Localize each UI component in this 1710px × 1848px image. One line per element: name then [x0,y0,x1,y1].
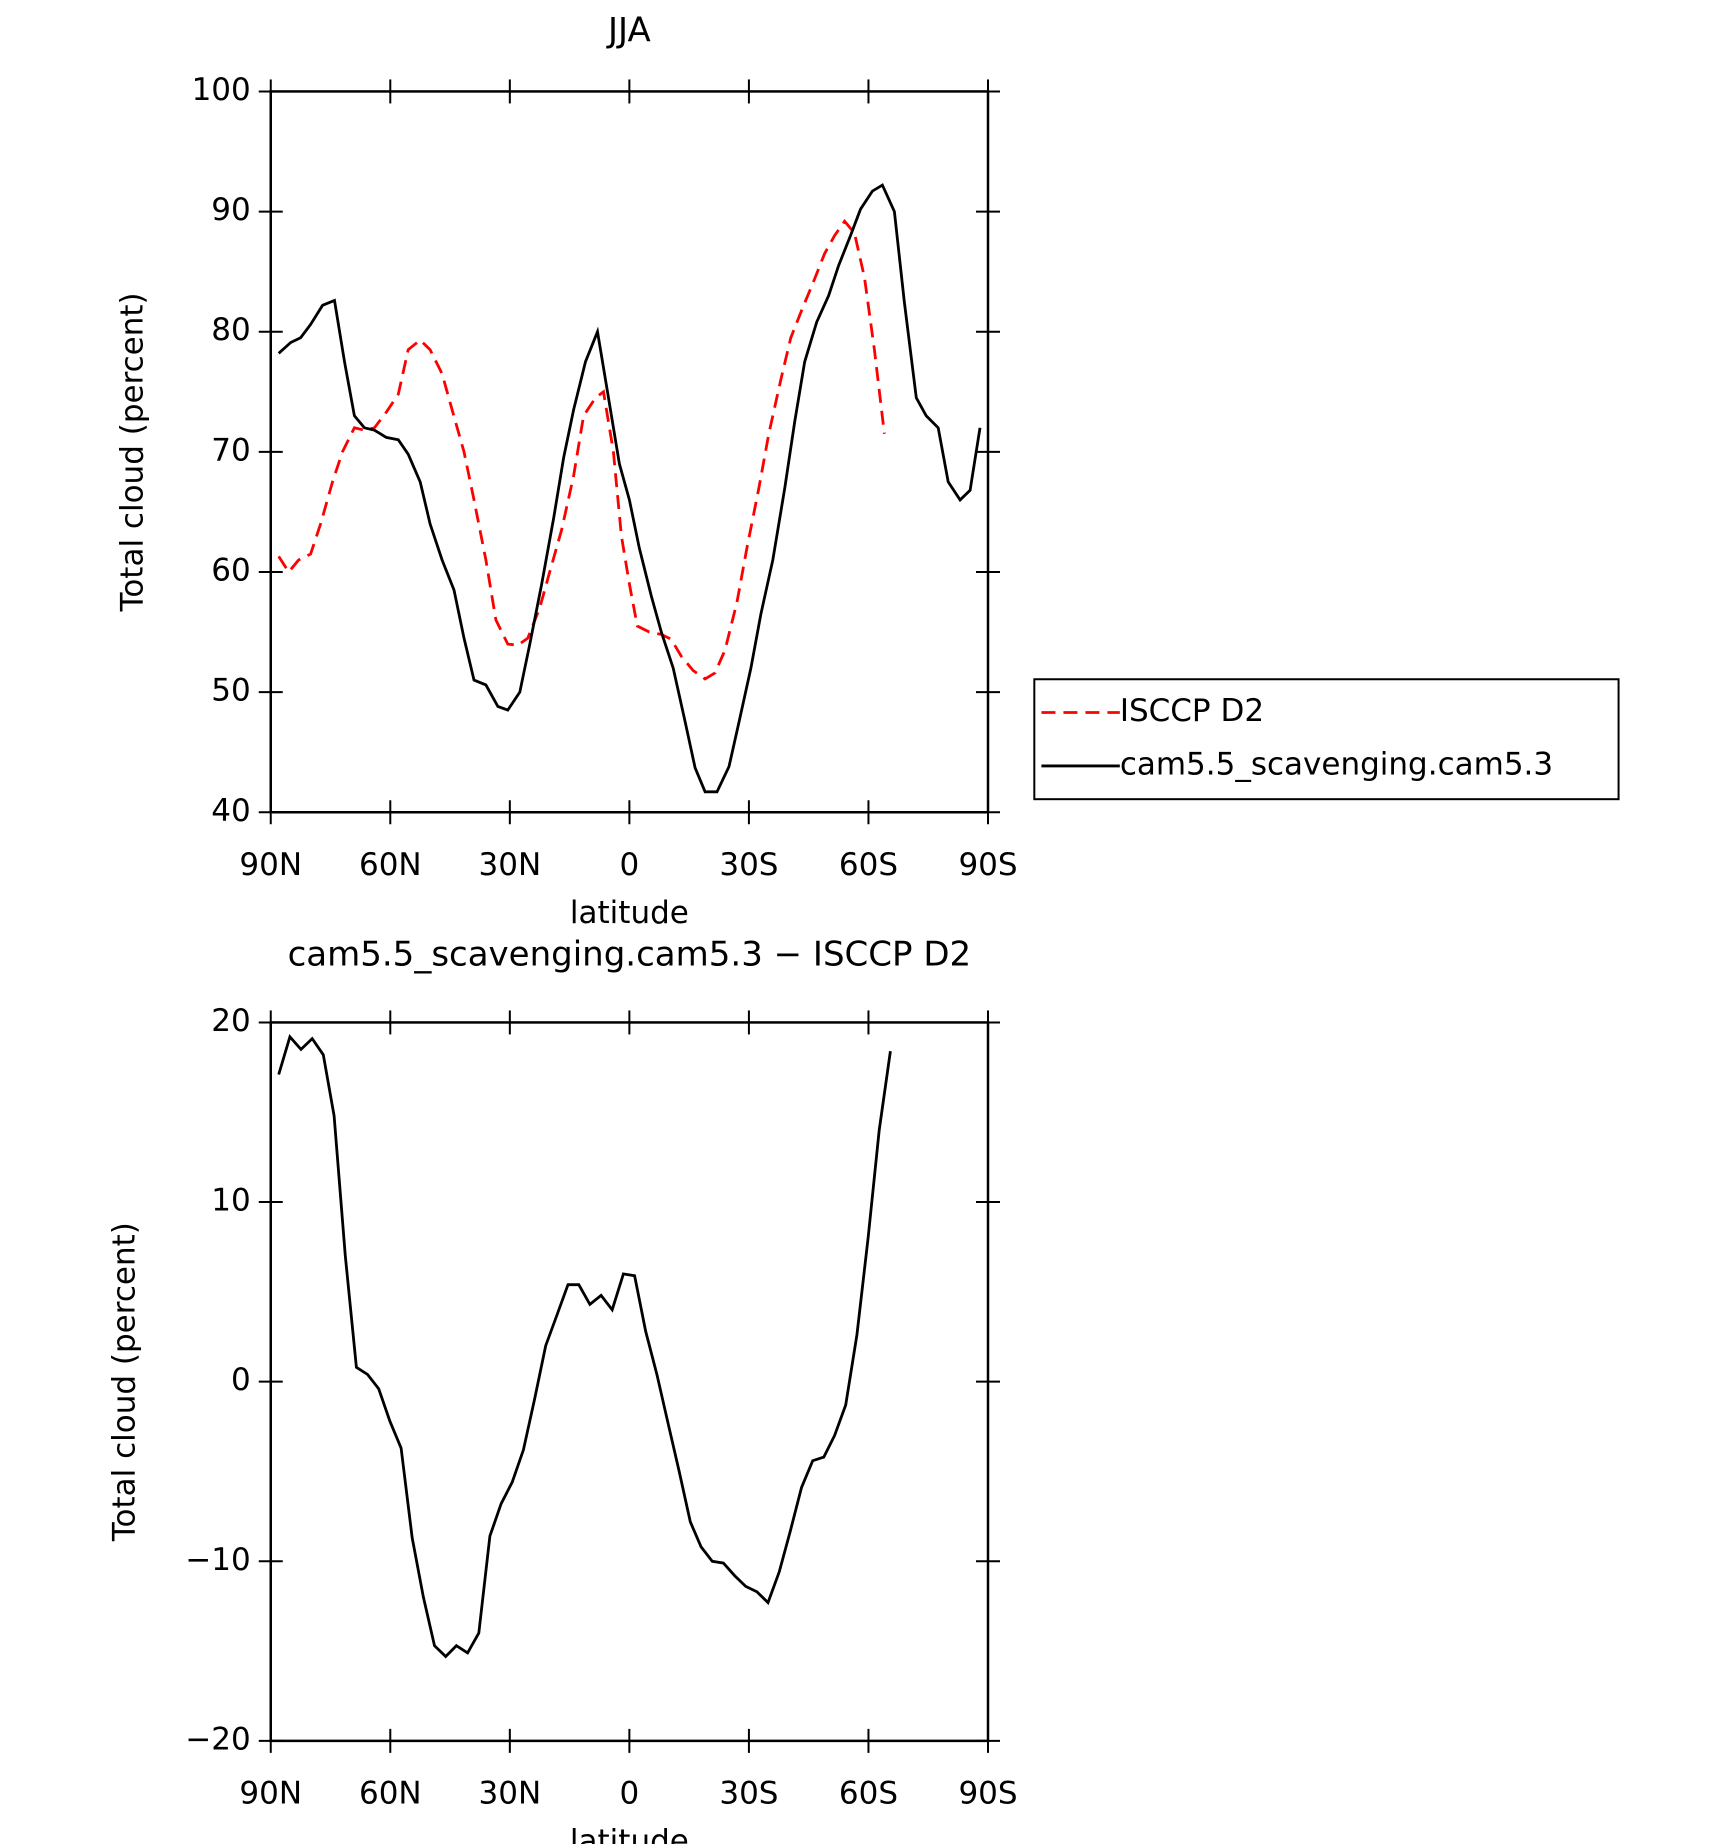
data-line [277,1033,892,1659]
chart-title: cam5.5_scavenging.cam5.3 − ISCCP D2 [288,934,972,974]
x-tick-label: 90N [239,1775,302,1811]
x-tick-label: 30N [479,1775,542,1811]
y-tick-label: 60 [211,552,250,588]
x-tick-label: 30S [719,1775,778,1811]
y-tick-label: 0 [231,1362,251,1398]
x-tick-label: 0 [620,847,640,883]
x-axis-label: latitude [570,1824,689,1845]
x-tick-label: 60N [359,1775,422,1811]
y-tick-label: 20 [211,1003,250,1039]
y-tick-label: 80 [211,312,250,348]
y-tick-label: 90 [211,192,250,228]
y-tick-label: 50 [211,673,250,709]
legend-box [1033,678,1620,801]
legend-label: cam5.5_scavenging.cam5.3 [1120,746,1553,782]
y-tick-label: 40 [211,793,250,829]
y-tick-label: 70 [211,432,250,468]
data-line [277,183,982,794]
x-tick-label: 0 [620,1775,640,1811]
y-tick-label: −20 [185,1721,250,1757]
x-axis-label: latitude [570,895,689,931]
y-axis-label: Total cloud (percent) [115,292,151,612]
x-tick-label: 60N [359,847,422,883]
x-tick-label: 60S [839,1775,898,1811]
plot-frame [269,90,990,814]
x-tick-label: 60S [839,847,898,883]
y-tick-label: −10 [185,1542,250,1578]
y-tick-label: 10 [211,1183,250,1219]
chart-title: JJA [606,11,651,51]
x-tick-label: 90S [958,847,1017,883]
x-tick-label: 30S [719,847,778,883]
x-tick-label: 90N [239,847,302,883]
x-tick-label: 30N [479,847,542,883]
y-axis-label: Total cloud (percent) [106,1222,142,1542]
legend-label: ISCCP D2 [1120,693,1264,729]
y-tick-label: 100 [192,72,251,108]
data-line [277,218,886,681]
x-tick-label: 90S [958,1775,1017,1811]
